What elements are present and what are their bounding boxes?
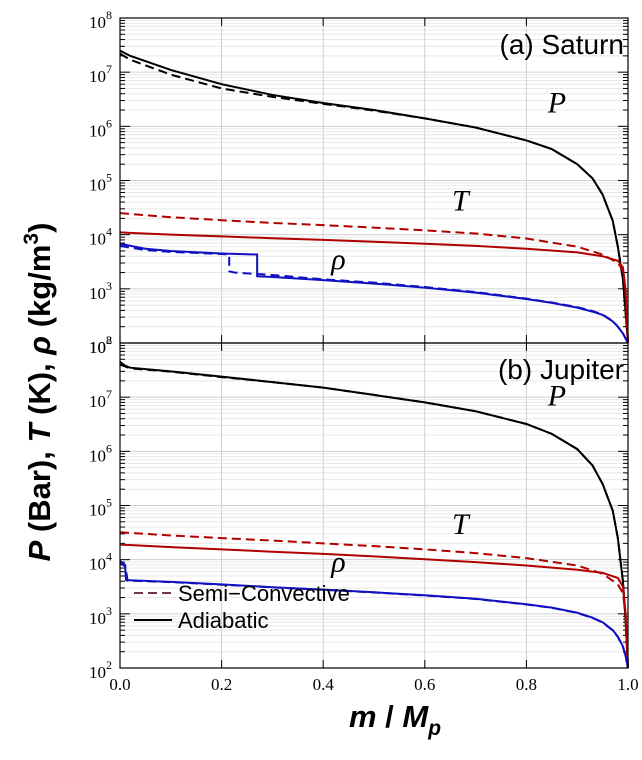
y-tick-label-base: 10 — [89, 501, 106, 520]
y-axis-title-t: T — [22, 421, 57, 443]
series-group — [119, 360, 629, 669]
y-axis-title-unit: (kg/m — [22, 245, 57, 328]
y-axis-title-p: P — [22, 540, 57, 561]
y-tick-label-base: 10 — [89, 609, 106, 628]
y-tick-label-base: 10 — [89, 284, 106, 303]
y-tick-label-base: 10 — [89, 392, 106, 411]
x-axis-title: m / Mp — [349, 699, 441, 740]
series-group — [119, 49, 629, 344]
curve-label: ρ — [330, 546, 345, 579]
y-tick-label-exponent: 5 — [106, 496, 112, 510]
y-tick-label-exponent: 7 — [106, 387, 112, 401]
y-axis-title-unit-sup: 3 — [20, 233, 43, 245]
x-tick-label: 0.2 — [211, 675, 232, 694]
x-tick-label: 0.4 — [313, 675, 335, 694]
series-line-t-solid — [119, 543, 629, 669]
curve-label: T — [452, 508, 471, 541]
plot-frame — [119, 342, 629, 669]
y-tick-label-exponent: 2 — [106, 658, 112, 672]
y-axis-title-bar: (Bar), — [22, 451, 57, 532]
y-tick-label-exponent: 4 — [106, 550, 112, 564]
y-tick-label-exponent: 8 — [106, 8, 112, 22]
y-tick-label-base: 10 — [89, 121, 106, 140]
y-tick-label: 105 — [89, 171, 112, 195]
y-tick-label: 102 — [89, 658, 112, 682]
legend-label: Adiabatic — [178, 608, 269, 633]
y-tick-label-exponent: 3 — [106, 279, 112, 293]
series-line-p-dashed — [119, 363, 629, 669]
y-tick-label-exponent: 2 — [106, 333, 112, 347]
y-tick-label: 103 — [89, 604, 112, 628]
y-tick-label-base: 10 — [89, 338, 106, 357]
y-tick-label-exponent: 4 — [106, 225, 112, 239]
x-axis-ticks: 0.0 0.2 0.4 0.6 0.8 1.0 — [109, 675, 638, 694]
y-tick-label: 105 — [89, 496, 112, 520]
y-tick-label: 102 — [89, 333, 112, 357]
legend-label: Semi−Convective — [178, 581, 350, 606]
y-axis-title-close: ) — [22, 223, 57, 233]
y-tick-label-exponent: 6 — [106, 441, 112, 455]
series-line-t-dashed — [119, 212, 629, 344]
y-tick-label-exponent: 7 — [106, 62, 112, 76]
y-tick-label-exponent: 3 — [106, 604, 112, 618]
y-tick-label: 107 — [89, 62, 112, 86]
x-axis-title-sep: / — [377, 699, 403, 734]
y-tick-label: 104 — [89, 550, 112, 574]
y-tick-label-base: 10 — [89, 555, 106, 574]
y-axis-title-rho: ρ — [22, 336, 57, 356]
y-tick-label: 107 — [89, 387, 112, 411]
x-tick-label: 0.8 — [516, 675, 537, 694]
series-line-p-dashed — [119, 52, 629, 344]
y-tick-label: 108 — [89, 333, 112, 357]
y-tick-label-exponent: 5 — [106, 171, 112, 185]
y-axis-title-k: (K), — [22, 363, 57, 415]
y-tick-label-base: 10 — [89, 338, 106, 357]
series-line-rho-solid — [119, 242, 629, 344]
x-tick-label: 1.0 — [617, 675, 638, 694]
grid — [119, 17, 629, 344]
series-line-rho-dashed — [119, 244, 629, 344]
y-tick-label-base: 10 — [89, 176, 106, 195]
curve-label: T — [452, 184, 471, 217]
series-line-rho-dashed — [119, 560, 629, 669]
y-tick-label: 108 — [89, 8, 112, 32]
curve-label: P — [547, 380, 566, 413]
x-tick-label: 0.0 — [109, 675, 130, 694]
series-line-t-solid — [119, 231, 629, 344]
y-tick-label-base: 10 — [89, 230, 106, 249]
y-axis-title: P (Bar), T (K), ρ (kg/m3) — [20, 223, 57, 562]
curve-label: P — [547, 87, 566, 120]
y-tick-label-exponent: 6 — [106, 116, 112, 130]
curve-label: ρ — [330, 243, 345, 276]
x-tick-label: 0.6 — [414, 675, 435, 694]
panel-title: (a) Saturn — [500, 29, 625, 60]
y-tick-label-base: 10 — [89, 67, 106, 86]
y-tick-label-exponent: 8 — [106, 333, 112, 347]
x-axis-title-denom: M — [402, 699, 429, 734]
x-axis-title-sub: p — [427, 717, 441, 740]
y-tick-label-base: 10 — [89, 13, 106, 32]
y-tick-label: 106 — [89, 441, 112, 465]
x-axis-title-var: m — [349, 699, 377, 734]
series-line-t-dashed — [119, 531, 629, 669]
y-tick-label-base: 10 — [89, 663, 106, 682]
y-tick-label: 104 — [89, 225, 112, 249]
y-tick-label: 103 — [89, 279, 112, 303]
y-tick-label: 106 — [89, 116, 112, 140]
y-tick-label-base: 10 — [89, 446, 106, 465]
panel-title: (b) Jupiter — [498, 354, 624, 385]
